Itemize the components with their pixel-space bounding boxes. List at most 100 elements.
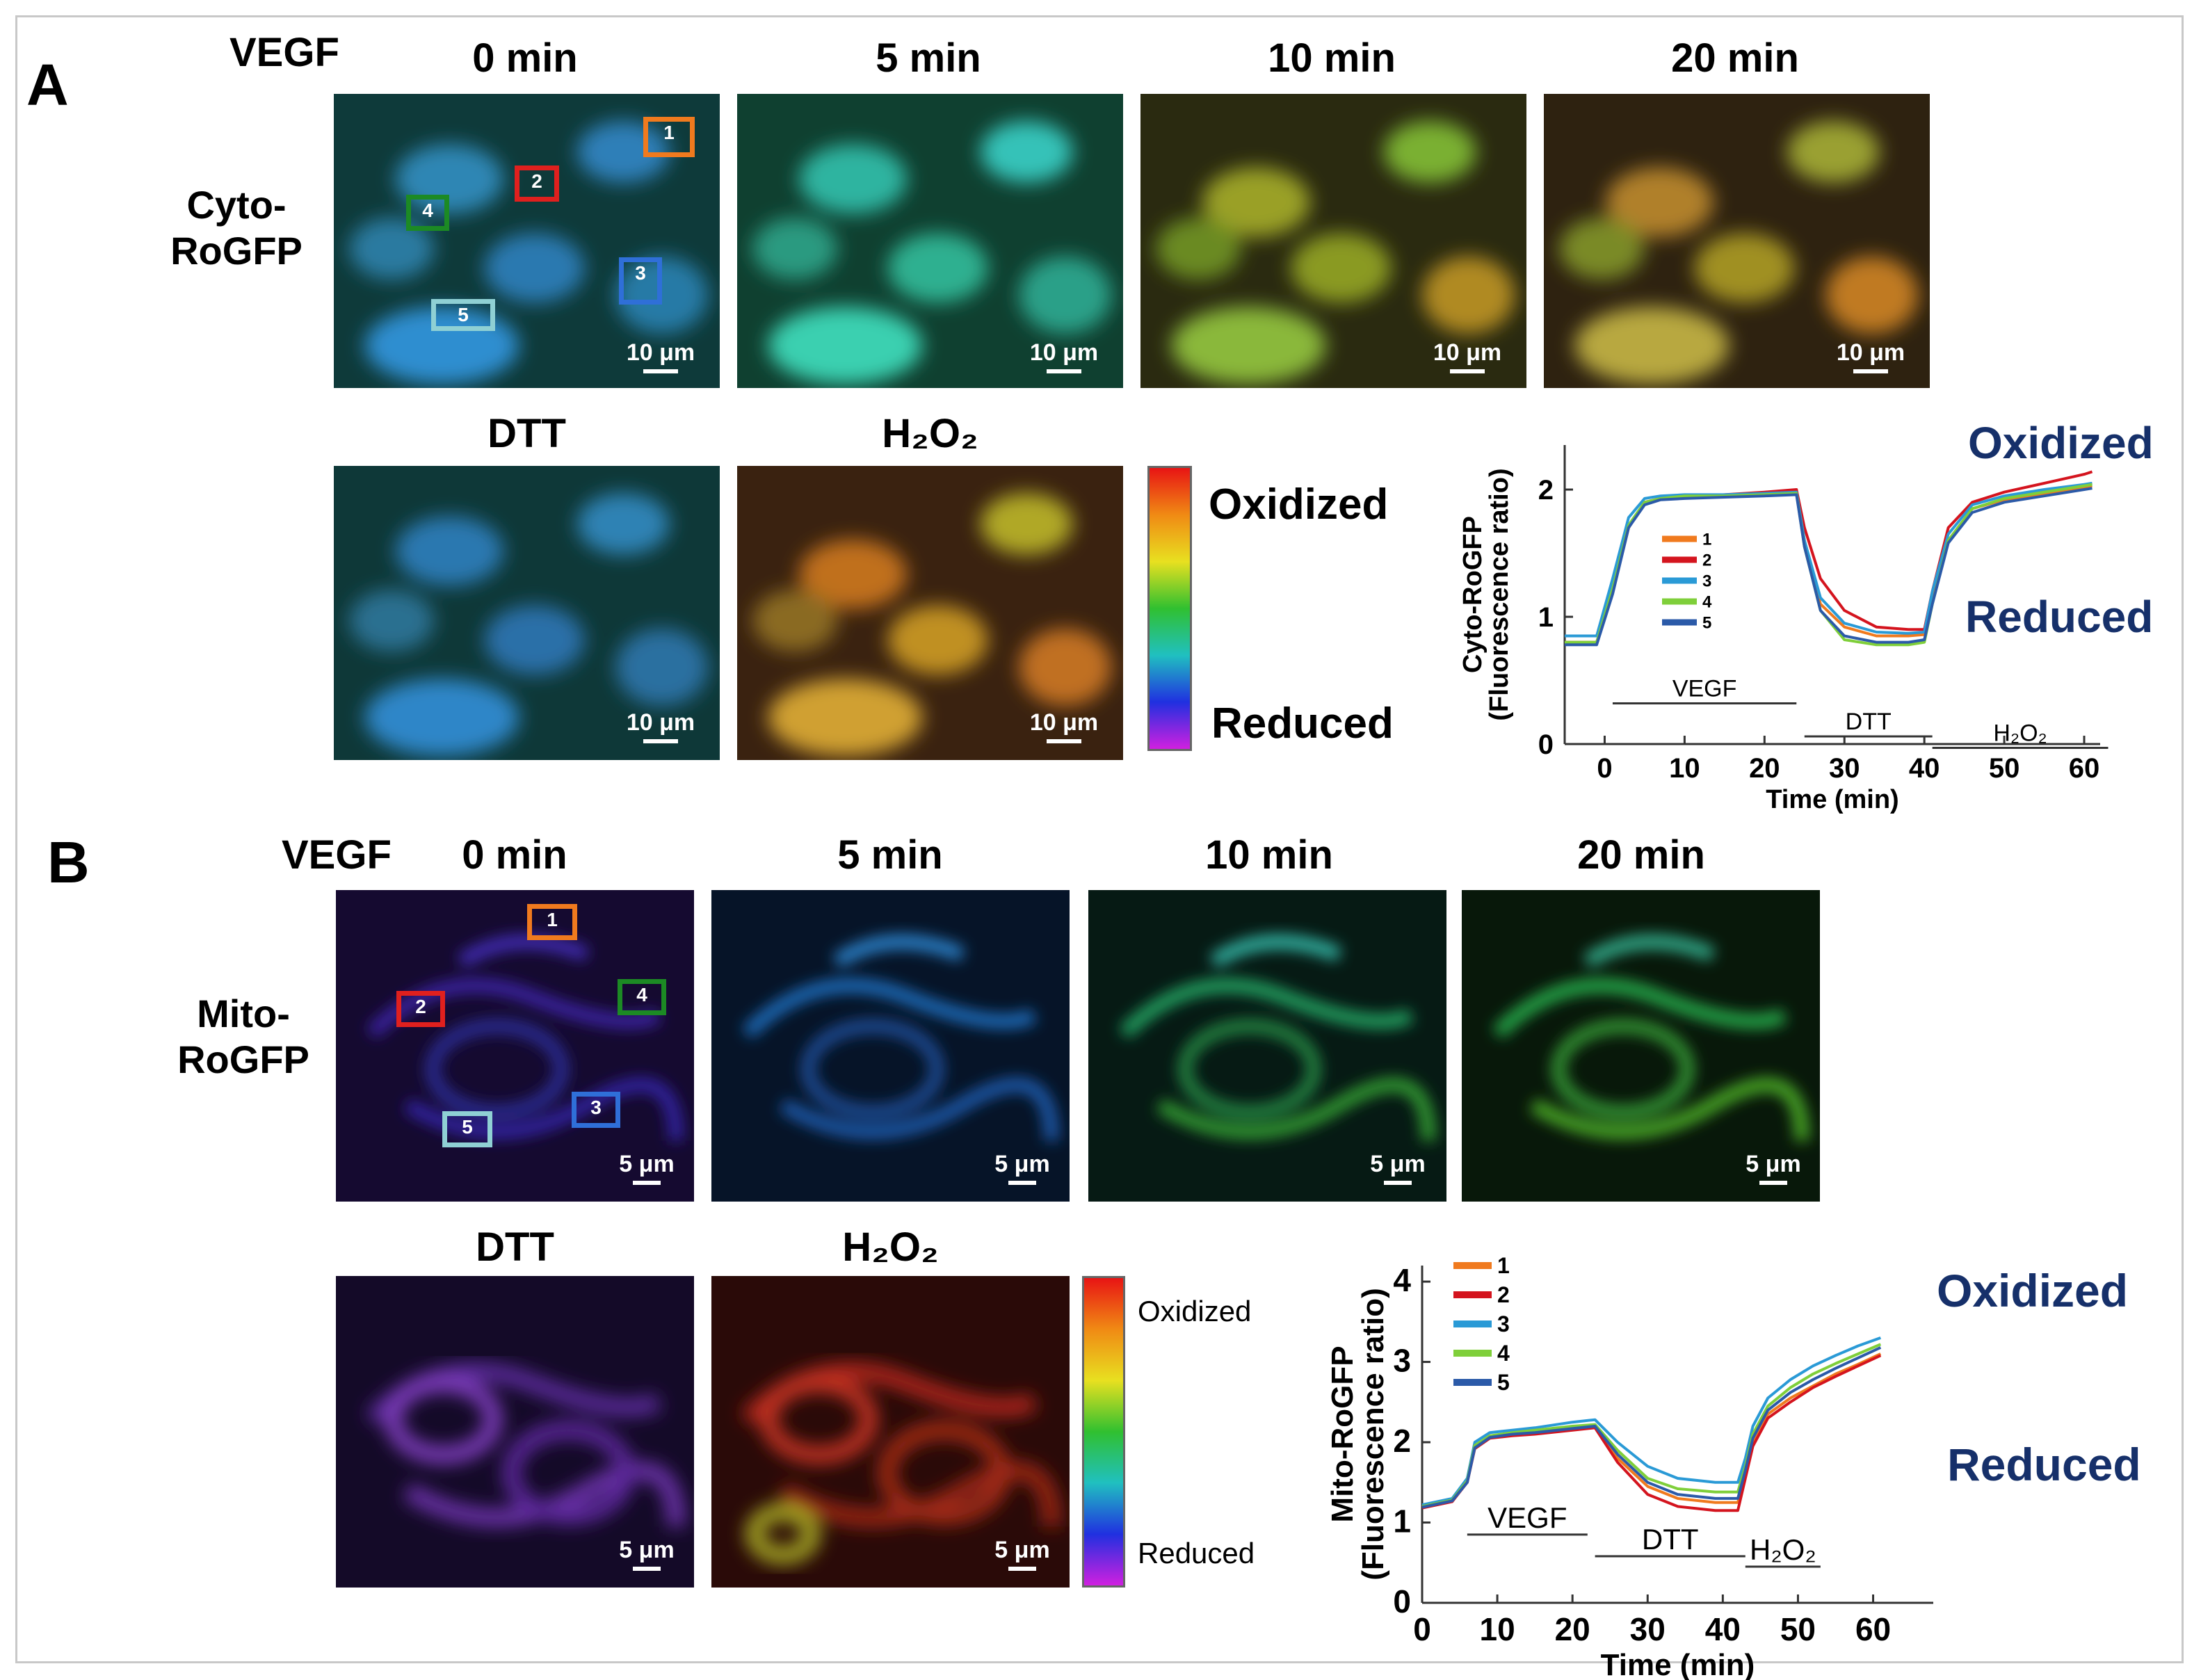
panel-b-image-5min [711,890,1070,1202]
panel-a-chart-series-5 [1565,487,2093,647]
panel-b-oxidized-label: Oxidized [1937,1265,2129,1316]
panel-b-chart-xtick-label: 60 [1855,1611,1891,1647]
panel-b-chart-ytick-label: 1 [1393,1503,1411,1540]
panel-b-chart-treatment-label: DTT [1642,1523,1699,1556]
panel-b-colorbar-top: Oxidized [1138,1295,1252,1327]
panel-b-roi-2: 2 [396,991,445,1027]
panel-a-chart-series-3 [1565,481,2093,638]
panel-b-image-10min [1088,890,1446,1202]
panel-a-chart: 0 1 2 0 10 20 30 40 50 60 Time (min) Cyto-RoGFP(Flu… [1446,431,2128,814]
panel-b-chart-treatment-label: H₂O₂ [1750,1533,1816,1566]
panel-b-row-label-line2: RoGFP [177,1037,309,1081]
panel-a-control-dtt: DTT [487,411,566,456]
panel-a-chart-xtick-label: 40 [1909,753,1940,784]
panel-a-treatment: VEGF [229,30,339,75]
panel-b-scale-h2o2: 5 μm [981,1537,1064,1571]
panel-b-time-0: 0 min [462,832,567,878]
panel-b-chart-legend-label-4: 4 [1497,1341,1510,1366]
panel-a-chart-xtick-label: 10 [1669,753,1700,784]
panel-b-chart-xtick-label: 0 [1413,1611,1431,1647]
panel-b-chart-ytick-label: 4 [1393,1262,1411,1298]
panel-b-chart-xtick-label: 50 [1780,1611,1816,1647]
panel-b-scale-5min: 5 μm [981,1151,1064,1185]
panel-a-chart-ylabel: Cyto-RoGFP(Fluorescence ratio) [1458,468,1514,720]
panel-a-letter: A [26,52,69,118]
panel-b-letter: B [47,830,90,895]
panel-b-colorbar [1082,1276,1125,1588]
panel-a-chart-treatment-label: H₂O₂ [1993,720,2047,746]
panel-a-roi-2: 2 [515,165,559,202]
panel-a-image-20min [1544,94,1930,388]
panel-a-roi-3: 3 [619,257,662,305]
panel-a-roi-4: 4 [406,195,449,231]
panel-b-roi-1: 1 [527,904,577,940]
panel-b-chart-ytick-label: 3 [1393,1343,1411,1379]
panel-a-scale-0min: 10 μm [615,339,706,373]
panel-b-chart-xtick-label: 20 [1555,1611,1590,1647]
panel-b-image-20min [1462,890,1820,1202]
panel-b-chart-treatment-label: VEGF [1488,1501,1567,1534]
panel-a-roi-1: 1 [643,117,695,157]
panel-a-chart-ytick-label: 2 [1538,475,1554,506]
panel-b-time-20: 20 min [1577,832,1705,878]
panel-b-chart-xtick-label: 30 [1630,1611,1666,1647]
panel-a-chart-legend-label-3: 3 [1702,572,1711,590]
panel-a-chart-treatment-label: DTT [1846,709,1892,735]
panel-a-chart-xtick-label: 0 [1597,753,1612,784]
panel-b-chart-legend-label-2: 2 [1497,1282,1510,1307]
panel-b-chart-ylabel: Mito-RoGFP(Fluorescence ratio) [1325,1288,1390,1581]
panel-a-image-5min [737,94,1123,388]
panel-b-treatment: VEGF [282,832,392,878]
panel-a-chart-ylabel-line: (Fluorescence ratio) [1485,468,1514,720]
panel-a-colorbar-bottom: Reduced [1211,700,1394,748]
panel-b-chart-xtick-label: 10 [1480,1611,1515,1647]
panel-b-row-label-line1: Mito- [197,992,290,1035]
panel-a-time-0: 0 min [472,35,578,81]
panel-b-time-5: 5 min [837,832,943,878]
panel-a-chart-treatment-label: VEGF [1672,675,1737,702]
figure-frame [15,15,2184,1663]
panel-a-chart-legend-label-5: 5 [1702,613,1711,632]
panel-a-scale-h2o2: 10 μm [1019,709,1109,743]
panel-b-chart-legend-label-3: 3 [1497,1311,1510,1336]
panel-a-chart-legend-label-4: 4 [1702,592,1712,611]
panel-b-colorbar-bottom: Reduced [1138,1537,1255,1569]
panel-a-control-h2o2: H₂O₂ [882,411,978,456]
panel-b-chart-legend-label-1: 1 [1497,1253,1510,1278]
panel-b-chart-ytick-label: 2 [1393,1423,1411,1459]
panel-b-chart-legend-label-5: 5 [1497,1370,1510,1395]
panel-b-chart-series-5 [1421,1346,1882,1509]
panel-a-chart-ytick-label: 0 [1538,729,1554,760]
panel-b-chart: 0 1 2 3 4 0 10 20 30 40 50 60 Time (min) Mito-RoGFP(F… [1314,1238,2010,1680]
panel-a-chart-xlabel: Time (min) [1766,785,1898,814]
panel-a-colorbar [1147,466,1192,751]
panel-b-chart-ylabel-line: Mito-RoGFP [1325,1346,1360,1522]
panel-b-image-0min [336,890,694,1202]
panel-b-roi-4: 4 [618,979,666,1015]
panel-a-chart-legend-label-1: 1 [1702,530,1711,549]
panel-a-row-label-line1: Cyto- [186,183,287,227]
panel-a-image-dtt [334,466,720,760]
panel-a-scale-20min: 10 μm [1825,339,1916,373]
panel-a-chart-xtick-label: 50 [1989,753,2020,784]
panel-b-chart-ylabel-line: (Fluorescence ratio) [1356,1288,1390,1581]
panel-b-chart-xtick-label: 40 [1705,1611,1741,1647]
panel-a-colorbar-top: Oxidized [1209,480,1389,528]
panel-a-scale-10min: 10 μm [1422,339,1513,373]
panel-a-chart-xtick-label: 30 [1829,753,1860,784]
panel-b-scale-0min: 5 μm [605,1151,688,1185]
panel-a-scale-5min: 10 μm [1019,339,1109,373]
panel-b-chart-series-3 [1421,1336,1881,1507]
panel-a-image-0min [334,94,720,388]
panel-a-chart-ytick-label: 1 [1538,602,1554,633]
panel-b-chart-xlabel: Time (min) [1601,1648,1755,1680]
panel-a-roi-5: 5 [431,299,495,331]
panel-b-scale-20min: 5 μm [1732,1151,1815,1185]
panel-b-scale-10min: 5 μm [1356,1151,1440,1185]
panel-a-time-10: 10 min [1268,35,1396,81]
panel-a-image-h2o2 [737,466,1123,760]
panel-a-oxidized-label: Oxidized [1968,418,2154,468]
panel-b-reduced-label: Reduced [1947,1439,2141,1490]
panel-b-scale-dtt: 5 μm [605,1537,688,1571]
panel-b-row-label: Mito- RoGFP [146,991,341,1083]
